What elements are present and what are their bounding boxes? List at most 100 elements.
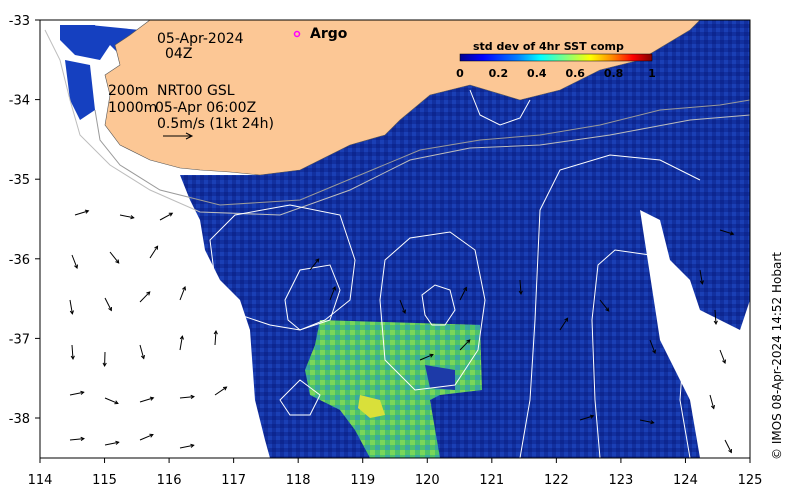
argo-marker [293, 30, 301, 38]
date-label: 05-Apr-2024 [157, 31, 244, 47]
current-vector-head [84, 209, 90, 214]
x-tick-label: 123 [608, 473, 633, 488]
valid-time-label: 05-Apr 06:00Z [155, 100, 256, 116]
current-vector [699, 269, 703, 284]
current-vector-head [315, 258, 320, 263]
current-vector [179, 396, 194, 399]
colorbar-ticks: 0 0.2 0.4 0.6 0.8 1 [456, 67, 656, 80]
current-vector [709, 394, 715, 409]
x-tick-label: 116 [157, 473, 182, 488]
current-vector [139, 397, 154, 403]
current-vector-head [115, 440, 120, 445]
current-vector [69, 391, 84, 396]
colorbar-title: std dev of 4hr SST comp [473, 40, 624, 53]
ssh-contour-2 [379, 231, 486, 391]
current-vector [329, 286, 336, 301]
current-vector [109, 251, 120, 264]
product-label: NRT00 GSL [157, 83, 235, 99]
current-vector [714, 309, 717, 325]
x-tick-label: 119 [350, 473, 375, 488]
current-vector [139, 291, 151, 303]
current-vector-head [650, 420, 655, 425]
current-vector [139, 434, 154, 441]
ssh-contour-5 [519, 154, 701, 458]
current-vector-head [463, 286, 467, 292]
current-vector [119, 214, 134, 219]
x-tick-label: 125 [738, 473, 763, 488]
colorbar-tick-label: 0.2 [489, 67, 509, 80]
current-vector-head [722, 359, 727, 365]
time-label: 04Z [165, 46, 192, 62]
current-vector-head [74, 264, 79, 270]
current-vector [419, 354, 434, 361]
current-vector [149, 245, 158, 259]
current-vector-head [402, 309, 407, 315]
current-vector [309, 258, 320, 271]
current-vector-head [69, 310, 74, 315]
current-vector [159, 212, 173, 221]
y-tick-label: -34 [9, 94, 30, 109]
x-tick-label: 114 [28, 473, 53, 488]
current-vector [69, 299, 73, 314]
current-vector [459, 339, 471, 351]
current-vector-head [70, 355, 75, 361]
colorbar [459, 53, 653, 62]
colorbar-tick-label: 1 [648, 67, 656, 80]
current-vector [179, 444, 194, 449]
current-vector-head [190, 443, 195, 448]
current-vector-head [466, 339, 471, 344]
colorbar-tick-label: 0.8 [604, 67, 624, 80]
ssh-contour-7 [279, 379, 321, 416]
current-vector-head [729, 231, 735, 236]
y-tick-label: -37 [9, 332, 30, 347]
current-vector-head [213, 329, 218, 335]
current-vector [719, 349, 726, 364]
current-vector [724, 439, 732, 453]
current-vector [179, 286, 186, 301]
colorbar-tick-label: 0 [456, 67, 464, 80]
plot-frame [39, 19, 751, 459]
current-vector-head [146, 291, 151, 296]
current-vector-head [728, 448, 732, 454]
current-vector-head [168, 212, 174, 217]
ssh-contour-3 [421, 284, 456, 326]
current-vector-head [652, 349, 657, 355]
current-vector [104, 297, 112, 311]
current-vector-head [190, 394, 195, 399]
y-tick-label: -35 [9, 173, 30, 188]
current-vector [74, 210, 89, 216]
current-vector [599, 299, 610, 312]
current-vector-head [710, 404, 716, 410]
current-vector-head [518, 290, 523, 296]
current-vector [649, 339, 656, 354]
current-vector [139, 344, 145, 359]
current-vector [179, 336, 183, 351]
current-vector-head [223, 386, 228, 391]
x-tick-label: 120 [415, 473, 440, 488]
x-tick-label: 124 [673, 473, 698, 488]
x-tick-label: 122 [544, 473, 569, 488]
current-vector-head [154, 245, 159, 250]
isobath-1000-label: 1000m [108, 100, 157, 116]
argo-label: Argo [310, 26, 348, 42]
isobath-1000m [44, 29, 750, 216]
current-vector-head [179, 335, 184, 340]
vector-scale-label: 0.5m/s (1kt 24h) [157, 116, 274, 132]
x-tick-label: 115 [92, 473, 117, 488]
current-vector-head [108, 306, 112, 312]
current-vector [69, 438, 84, 441]
current-vector-head [114, 400, 119, 405]
x-tick-label: 121 [479, 473, 504, 488]
sst-high-patch [305, 320, 482, 458]
y-tick-label: -33 [9, 14, 30, 29]
credit-label: © IMOS 08-Apr-2024 14:52 Hobart [770, 252, 784, 460]
current-vector [579, 415, 594, 421]
current-vector-head [130, 215, 135, 220]
current-vector-head [80, 436, 85, 441]
current-vector [214, 330, 217, 346]
current-vector-head [149, 396, 155, 401]
x-tick-label: 118 [286, 473, 311, 488]
colorbar-tick-label: 0.6 [565, 67, 585, 80]
current-vector-head [564, 317, 569, 322]
